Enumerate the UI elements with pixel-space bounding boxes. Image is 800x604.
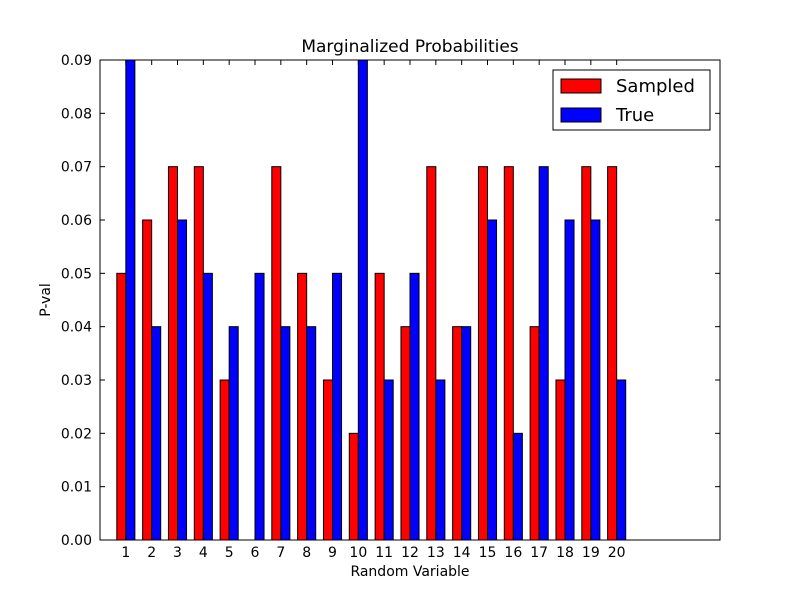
bar-true-7 (280, 326, 291, 541)
x-tick-label: 18 (556, 545, 574, 561)
x-tick-label: 8 (302, 545, 311, 561)
x-tick-label: 15 (479, 545, 497, 561)
bar-true-9 (332, 272, 343, 541)
y-tick-label: 0.00 (61, 533, 92, 549)
bar-true-15 (487, 219, 498, 541)
x-tick-label: 9 (328, 545, 337, 561)
y-tick-label: 0.06 (61, 213, 92, 229)
bar-true-3 (177, 219, 188, 541)
y-tick-label: 0.05 (61, 266, 92, 282)
bar-true-11 (383, 379, 394, 541)
bar-sampled-2 (142, 219, 153, 541)
y-tick-label: 0.01 (61, 480, 92, 496)
bar-sampled-3 (167, 166, 179, 541)
x-tick-label: 12 (401, 545, 419, 561)
bar-sampled-4 (193, 166, 204, 541)
y-tick-label: 0.07 (61, 160, 92, 176)
bar-sampled-14 (452, 326, 463, 541)
y-tick-label: 0.09 (61, 53, 92, 69)
bar-sampled-1 (116, 272, 127, 541)
bar-true-1 (125, 59, 136, 541)
x-tick-label: 20 (608, 545, 626, 561)
bar-true-13 (435, 379, 446, 541)
ticks-group: 0.00 0.01 0.02 0.03 0.04 0.05 0.06 0.07 0.08 0.09… (61, 53, 720, 561)
x-tick-label: 5 (225, 545, 234, 561)
bar-true-14 (461, 326, 472, 541)
legend-swatch-sampled (560, 78, 602, 94)
x-tick-label: 11 (375, 545, 393, 561)
x-tick-label: 6 (251, 545, 260, 561)
bar-true-16 (512, 432, 523, 541)
x-tick-label: 7 (276, 545, 285, 561)
plot-frame (99, 59, 721, 541)
bar-sampled-18 (555, 379, 566, 541)
bar-true-6 (254, 272, 265, 541)
bar-sampled-15 (477, 166, 488, 541)
bar-sampled-10 (348, 432, 359, 541)
x-tick-label: 10 (349, 545, 367, 561)
x-tick-label: 16 (504, 545, 522, 561)
legend-swatch-true (560, 107, 602, 123)
bar-true-19 (590, 219, 601, 541)
bar-true-4 (202, 272, 213, 541)
bar-sampled-9 (322, 379, 333, 541)
x-tick-label: 19 (582, 545, 600, 561)
bar-true-18 (564, 219, 575, 541)
x-tick-label: 13 (427, 545, 445, 561)
bar-true-10 (357, 59, 368, 541)
bar-sampled-8 (297, 272, 308, 541)
legend-label-sampled: Sampled (616, 76, 695, 97)
bar-sampled-7 (271, 166, 282, 541)
x-tick-label: 3 (173, 545, 182, 561)
y-tick-label: 0.04 (61, 320, 92, 336)
bar-sampled-17 (529, 326, 540, 541)
x-tick-label: 4 (199, 545, 208, 561)
x-tick-label: 1 (121, 545, 130, 561)
x-axis-label: Random Variable (350, 564, 469, 580)
y-tick-label: 0.08 (61, 106, 92, 122)
bar-sampled-5 (219, 379, 230, 541)
bar-true-20 (616, 379, 627, 541)
y-tick-label: 0.02 (61, 426, 92, 442)
bar-sampled-13 (426, 166, 437, 541)
bar-sampled-19 (581, 166, 592, 541)
bar-true-2 (151, 326, 162, 541)
bar-true-8 (306, 326, 317, 541)
bar-sampled-16 (503, 166, 514, 541)
x-tick-label: 14 (453, 545, 471, 561)
legend-label-true: True (615, 105, 654, 126)
x-tick-label: 17 (530, 545, 548, 561)
bar-true-17 (538, 166, 549, 541)
chart-title: Marginalized Probabilities (301, 37, 518, 57)
bar-sampled-12 (400, 326, 411, 541)
bar-true-5 (228, 326, 239, 541)
bar-true-12 (409, 272, 420, 541)
x-tick-label: 2 (147, 545, 156, 561)
y-axis-label: P-val (38, 283, 54, 317)
bar-sampled-11 (374, 272, 385, 541)
y-tick-label: 0.03 (61, 373, 92, 389)
bar-sampled-20 (607, 166, 618, 541)
legend: Sampled True (552, 69, 711, 131)
